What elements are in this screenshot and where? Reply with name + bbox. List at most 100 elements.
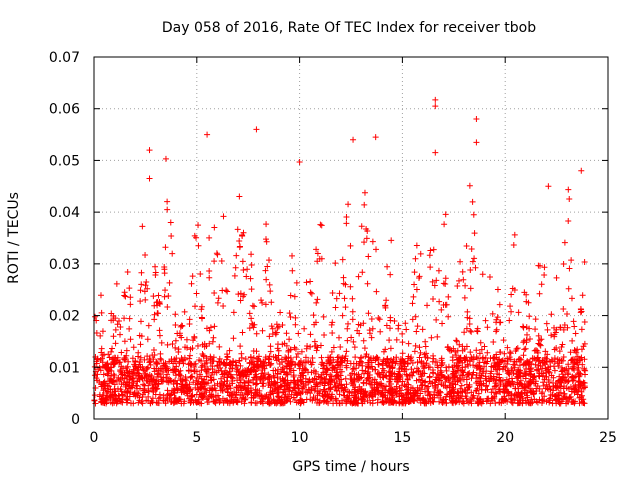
- data-point: [521, 337, 528, 344]
- data-point: [166, 358, 173, 365]
- data-point: [494, 286, 501, 293]
- data-point: [121, 289, 128, 296]
- data-point: [267, 400, 274, 407]
- data-point: [356, 330, 363, 337]
- data-point: [250, 364, 257, 371]
- data-point: [203, 325, 210, 332]
- data-point: [307, 390, 314, 397]
- data-point: [464, 387, 471, 394]
- data-point: [230, 335, 237, 342]
- data-point: [552, 392, 559, 399]
- data-point: [382, 389, 389, 396]
- data-point: [213, 250, 220, 257]
- data-point: [143, 397, 150, 404]
- data-point: [578, 326, 585, 333]
- data-point: [259, 327, 266, 334]
- data-point: [164, 371, 171, 378]
- data-point: [338, 359, 345, 366]
- data-point: [237, 362, 244, 369]
- data-point: [318, 354, 325, 361]
- data-point: [545, 368, 552, 375]
- data-point: [210, 334, 217, 341]
- data-point: [568, 399, 575, 406]
- data-point: [162, 400, 169, 407]
- x-tick-labels: 0 5 10 15 20 25: [90, 430, 617, 446]
- data-point: [450, 374, 457, 381]
- data-point: [555, 398, 562, 405]
- data-point: [563, 377, 570, 384]
- data-point: [409, 300, 416, 307]
- data-point: [563, 400, 570, 407]
- data-point: [352, 389, 359, 396]
- data-point: [369, 325, 376, 332]
- data-point: [266, 281, 273, 288]
- data-point: [384, 356, 391, 363]
- data-point: [414, 387, 421, 394]
- data-point: [483, 360, 490, 367]
- data-point: [168, 391, 175, 398]
- data-point: [317, 221, 324, 228]
- data-point: [211, 385, 218, 392]
- data-point: [558, 344, 565, 351]
- data-point: [412, 255, 419, 262]
- data-point: [166, 375, 173, 382]
- data-point: [135, 364, 142, 371]
- data-point: [466, 381, 473, 388]
- data-point: [350, 338, 357, 345]
- data-point: [108, 378, 115, 385]
- data-point: [343, 362, 350, 369]
- data-point: [461, 329, 468, 336]
- data-point: [469, 258, 476, 265]
- data-point: [464, 398, 471, 405]
- data-point: [292, 346, 299, 353]
- data-point: [342, 304, 349, 311]
- data-point: [293, 279, 300, 286]
- data-point: [435, 267, 442, 274]
- data-point: [142, 296, 149, 303]
- data-point: [103, 362, 110, 369]
- data-point: [421, 365, 428, 372]
- data-point: [448, 397, 455, 404]
- data-point: [342, 386, 349, 393]
- data-point: [230, 309, 237, 316]
- data-point: [108, 310, 115, 317]
- data-point: [122, 372, 129, 379]
- data-point: [520, 324, 527, 331]
- data-point: [556, 348, 563, 355]
- data-point: [243, 273, 250, 280]
- y-tick-label: 0.06: [49, 102, 80, 118]
- data-point: [553, 274, 560, 281]
- data-point: [154, 361, 161, 368]
- data-point: [468, 375, 475, 382]
- data-point: [313, 399, 320, 406]
- data-point: [359, 362, 366, 369]
- data-point: [255, 364, 262, 371]
- data-point: [136, 359, 143, 366]
- data-point: [467, 349, 474, 356]
- data-point: [571, 323, 578, 330]
- data-point: [118, 369, 125, 376]
- data-point: [162, 155, 169, 162]
- data-point: [146, 147, 153, 154]
- data-point: [328, 373, 335, 380]
- data-point: [569, 337, 576, 344]
- data-point: [368, 381, 375, 388]
- data-point: [396, 398, 403, 405]
- data-point: [399, 366, 406, 373]
- data-point: [459, 268, 466, 275]
- data-point: [365, 364, 372, 371]
- data-points: [91, 96, 589, 407]
- data-point: [543, 398, 550, 405]
- data-point: [148, 372, 155, 379]
- data-point: [461, 294, 468, 301]
- data-point: [408, 354, 415, 361]
- data-point: [109, 356, 116, 363]
- data-point: [186, 321, 193, 328]
- data-point: [463, 325, 470, 332]
- data-point: [194, 343, 201, 350]
- data-point: [248, 251, 255, 258]
- data-point: [114, 321, 121, 328]
- data-point: [127, 336, 134, 343]
- data-point: [277, 309, 284, 316]
- data-point: [482, 387, 489, 394]
